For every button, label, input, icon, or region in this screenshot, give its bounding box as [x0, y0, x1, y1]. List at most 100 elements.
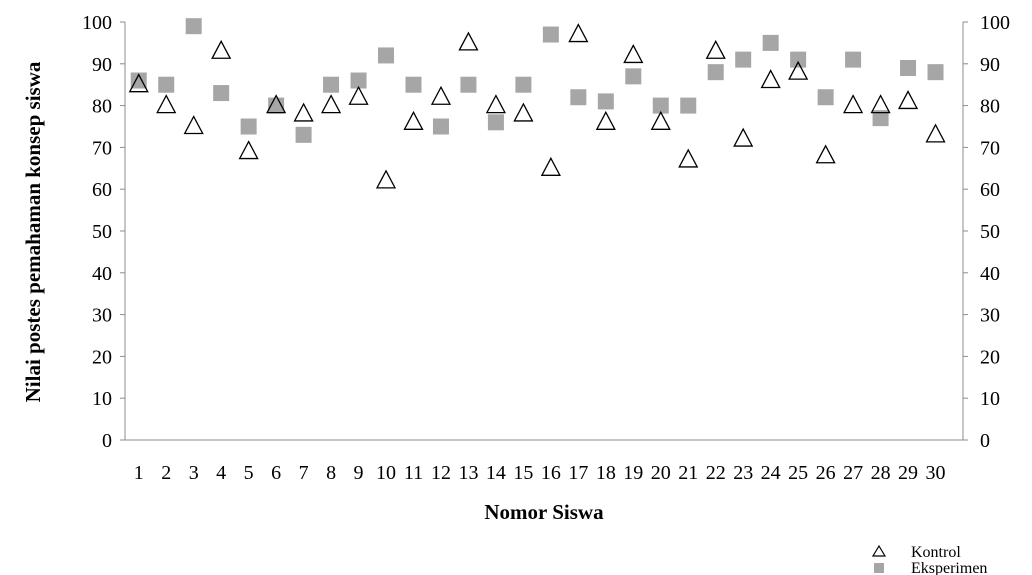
kontrol-point: [211, 39, 232, 59]
eksperimen-point: [707, 64, 724, 81]
x-tick-label: 5: [244, 462, 254, 484]
y-tick-label-right: 60: [980, 179, 1000, 201]
x-tick-label: 27: [843, 462, 863, 484]
kontrol-point: [375, 169, 397, 189]
y-tick-label-left: 100: [82, 12, 112, 34]
eksperimen-point: [158, 76, 175, 93]
x-tick-label: 26: [816, 462, 836, 484]
x-tick-label: 10: [376, 462, 396, 484]
y-tick-label-right: 40: [980, 263, 1000, 285]
x-tick-label: 13: [458, 462, 478, 484]
y-tick-label-right: 20: [980, 346, 1000, 368]
x-tick-label: 21: [678, 462, 698, 484]
x-tick-label: 1: [134, 462, 144, 484]
y-tick-label-left: 30: [92, 305, 112, 327]
kontrol-point: [348, 85, 369, 105]
kontrol-point: [156, 94, 177, 114]
kontrol-point: [293, 102, 314, 122]
eksperimen-point: [570, 89, 587, 106]
eksperimen-point: [240, 118, 257, 135]
x-tick-label: 12: [431, 462, 451, 484]
x-tick-label: 15: [513, 462, 533, 484]
x-ticks: 1 2 3 4 5 6 7 8 9 10 11 12 13 14 15 16 17 18 19 20 21 22 23 24 2…: [134, 462, 946, 484]
kontrol-point: [485, 94, 506, 114]
legend-eksperimen-marker: [874, 563, 884, 573]
kontrol-point: [430, 85, 452, 105]
x-tick-label: 8: [326, 462, 336, 484]
x-tick-label: 24: [761, 462, 781, 484]
y-tick-label-left: 80: [92, 96, 112, 118]
y-tick-label-left: 10: [92, 388, 112, 410]
legend-eksperimen-label: Eksperimen: [911, 560, 987, 575]
kontrol-point: [760, 69, 781, 89]
kontrol-point: [403, 110, 424, 130]
kontrol-point: [815, 144, 836, 164]
x-tick-label: 2: [161, 462, 171, 484]
kontrol-point: [678, 148, 699, 168]
y-tick-label-left: 0: [102, 430, 112, 452]
kontrol-point: [623, 44, 644, 64]
y-tick-label-right: 0: [980, 430, 990, 452]
eksperimen-point: [817, 89, 834, 106]
x-tick-label: 16: [541, 462, 561, 484]
eksperimen-point: [323, 76, 340, 93]
x-tick-label: 7: [299, 462, 309, 484]
eksperimen-point: [213, 85, 230, 102]
y-tick-label-left: 90: [92, 54, 112, 76]
y-tick-label-right: 100: [980, 12, 1010, 34]
kontrol-point: [540, 156, 561, 176]
eksperimen-point: [625, 68, 642, 85]
kontrol-point: [870, 94, 891, 114]
eksperimen-point: [268, 97, 285, 114]
series-eksperimen: [130, 18, 944, 143]
x-tick-label: 6: [271, 462, 281, 484]
kontrol-point: [266, 94, 287, 114]
eksperimen-point: [927, 64, 944, 81]
legend-kontrol-marker: [871, 544, 887, 557]
kontrol-point: [128, 73, 149, 93]
x-tick-label: 18: [596, 462, 616, 484]
eksperimen-point: [680, 97, 697, 114]
y-tick-label-right: 10: [980, 388, 1000, 410]
eksperimen-point: [350, 72, 367, 89]
x-tick-label: 19: [623, 462, 643, 484]
y-tick-label-left: 60: [92, 179, 112, 201]
y-tick-label-left: 20: [92, 346, 112, 368]
axes: [124, 22, 964, 441]
y-tick-label-right: 70: [980, 137, 1000, 159]
y-ticks-left: 0 10 20 30 40 50 60 70 80 90 100: [82, 12, 125, 452]
y-tick-label-left: 40: [92, 263, 112, 285]
y-tick-label-right: 80: [980, 96, 1000, 118]
eksperimen-point: [378, 47, 395, 64]
series-kontrol: [128, 23, 946, 189]
y-tick-label-left: 70: [92, 137, 112, 159]
eksperimen-point: [460, 76, 477, 93]
x-tick-label: 14: [486, 462, 506, 484]
kontrol-point: [705, 39, 726, 59]
y-ticks-right: 0 10 20 30 40 50 60 70 80 90 100: [963, 12, 1010, 452]
eksperimen-point: [872, 110, 889, 127]
x-tick-label: 4: [216, 462, 226, 484]
kontrol-point: [458, 31, 479, 51]
eksperimen-point: [295, 126, 312, 143]
x-tick-label: 11: [404, 462, 423, 484]
kontrol-point: [925, 123, 946, 143]
eksperimen-point: [735, 51, 752, 68]
x-tick-label: 9: [354, 462, 364, 484]
x-tick-label: 28: [871, 462, 891, 484]
x-tick-label: 25: [788, 462, 808, 484]
x-tick-label: 17: [568, 462, 588, 484]
kontrol-point: [595, 110, 616, 130]
kontrol-point: [650, 110, 671, 130]
eksperimen-point: [845, 51, 862, 68]
x-tick-label: 29: [898, 462, 918, 484]
eksperimen-point: [597, 93, 614, 110]
legend: Kontrol Eksperimen: [871, 544, 987, 575]
x-axis-title: Nomor Siswa: [484, 500, 604, 524]
x-tick-label: 30: [926, 462, 946, 484]
eksperimen-point: [185, 18, 202, 35]
x-tick-label: 3: [189, 462, 199, 484]
legend-kontrol-label: Kontrol: [911, 544, 961, 561]
y-tick-label-right: 50: [980, 221, 1000, 243]
